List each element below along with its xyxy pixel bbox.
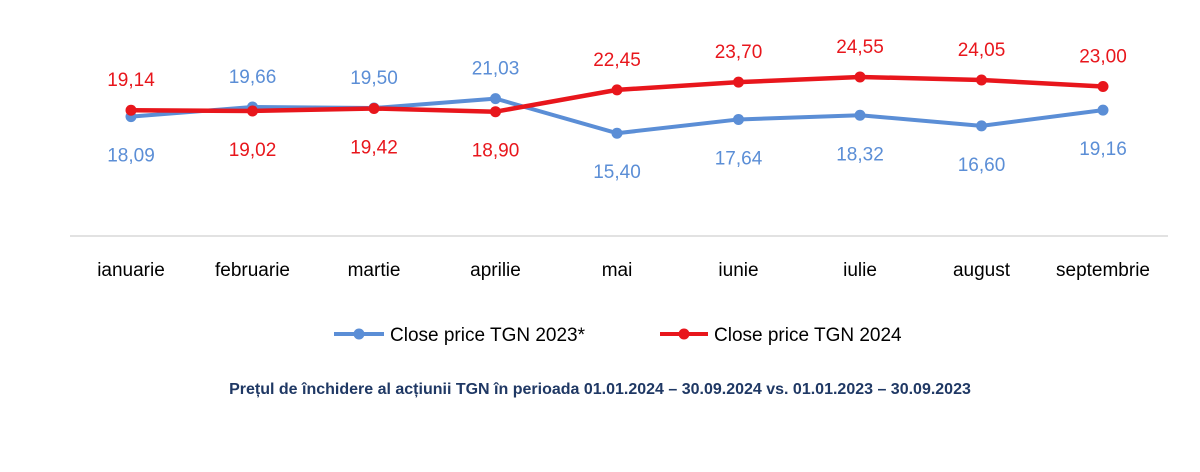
- x-tick-label-4: mai: [602, 260, 633, 281]
- data-label-s1-4: 22,45: [593, 50, 641, 71]
- x-tick-label-0: ianuarie: [97, 260, 165, 281]
- data-label-s0-0: 18,09: [107, 146, 155, 167]
- data-point-s0-5: [733, 113, 744, 125]
- chart-caption: Prețul de închidere al acțiunii TGN în p…: [229, 381, 971, 398]
- data-point-s0-3: [490, 93, 501, 105]
- legend-label-0: Close price TGN 2023*: [390, 325, 586, 346]
- data-label-s0-1: 19,66: [229, 67, 277, 88]
- data-label-s1-5: 23,70: [715, 42, 763, 63]
- data-label-s1-7: 24,05: [958, 40, 1006, 61]
- data-label-s1-8: 23,00: [1079, 46, 1127, 67]
- data-point-s1-8: [1097, 80, 1109, 92]
- data-point-s0-4: [611, 127, 623, 139]
- legend-swatch-marker-0: [353, 328, 365, 340]
- data-point-s1-0: [125, 104, 137, 116]
- x-tick-label-5: iunie: [718, 260, 758, 281]
- x-tick-label-2: martie: [348, 260, 401, 281]
- x-tick-label-3: aprilie: [470, 260, 521, 281]
- data-point-s1-2: [368, 102, 380, 114]
- data-point-s0-7: [976, 120, 987, 132]
- data-point-s1-3: [490, 106, 501, 118]
- x-tick-label-7: august: [953, 260, 1011, 281]
- data-point-s1-1: [247, 105, 258, 117]
- legend-label-1: Close price TGN 2024: [714, 325, 902, 346]
- data-label-s0-3: 21,03: [472, 59, 520, 80]
- x-tick-label-1: februarie: [215, 260, 290, 281]
- data-label-s0-5: 17,64: [715, 148, 763, 169]
- legend: Close price TGN 2023* Close price TGN 202…: [334, 325, 902, 346]
- data-label-s1-1: 19,02: [229, 140, 277, 161]
- data-point-s1-6: [854, 71, 866, 83]
- data-label-s0-6: 18,32: [836, 144, 884, 165]
- data-label-s0-2: 19,50: [350, 68, 398, 89]
- data-label-s0-7: 16,60: [958, 155, 1006, 176]
- data-point-s1-7: [976, 74, 987, 86]
- data-point-s1-5: [733, 76, 744, 88]
- data-label-s0-8: 19,16: [1079, 139, 1127, 160]
- data-label-s1-2: 19,42: [350, 137, 398, 158]
- data-label-s0-4: 15,40: [593, 162, 641, 183]
- legend-swatch-marker-1: [678, 328, 690, 340]
- data-point-s0-6: [854, 109, 866, 121]
- data-label-s1-3: 18,90: [472, 141, 520, 162]
- x-tick-label-6: iulie: [843, 260, 877, 281]
- x-tick-label-8: septembrie: [1056, 260, 1150, 281]
- data-point-s1-4: [611, 84, 623, 96]
- data-label-s1-6: 24,55: [836, 37, 884, 58]
- data-point-s0-8: [1097, 104, 1109, 116]
- data-label-s1-0: 19,14: [107, 70, 155, 91]
